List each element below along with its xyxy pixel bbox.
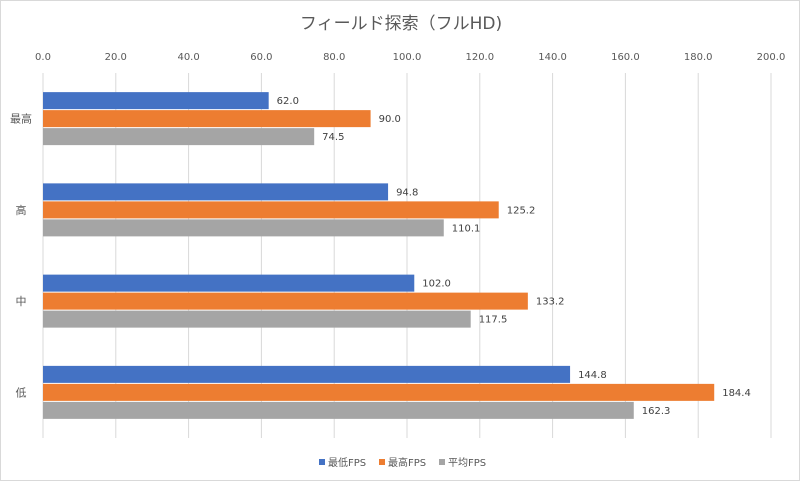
x-tick-label: 140.0 <box>538 52 567 63</box>
bar <box>43 219 444 237</box>
category-label: 最高 <box>10 112 32 126</box>
legend-label: 最高FPS <box>388 456 426 469</box>
data-label: 125.2 <box>507 205 536 216</box>
legend-swatch <box>319 459 325 465</box>
legend-swatch <box>439 459 445 465</box>
data-label: 144.8 <box>578 370 607 381</box>
bar <box>43 310 471 328</box>
bar <box>43 183 389 201</box>
category-label: 中 <box>16 295 27 308</box>
x-tick-label: 120.0 <box>465 52 494 63</box>
data-label: 90.0 <box>379 114 401 125</box>
data-label: 117.5 <box>479 315 508 326</box>
data-label: 110.1 <box>452 223 481 234</box>
bar <box>43 110 371 128</box>
data-label: 184.4 <box>722 388 751 399</box>
x-tick-label: 60.0 <box>250 52 272 63</box>
category-label: 低 <box>16 386 27 399</box>
bar <box>43 401 634 419</box>
data-label: 74.5 <box>322 132 344 143</box>
legend-label: 平均FPS <box>448 457 486 469</box>
bar <box>43 92 269 110</box>
x-tick-label: 200.0 <box>757 52 786 63</box>
bar <box>43 365 571 383</box>
data-label: 162.3 <box>642 406 671 417</box>
x-tick-label: 100.0 <box>393 52 422 63</box>
bar <box>43 201 499 219</box>
legend-swatch <box>379 459 385 465</box>
chart-title: フィールド探索（フルHD) <box>300 14 502 34</box>
x-tick-label: 20.0 <box>105 52 127 63</box>
data-label: 133.2 <box>536 297 565 308</box>
data-label: 62.0 <box>277 96 299 107</box>
x-tick-label: 40.0 <box>177 52 199 63</box>
x-tick-label: 80.0 <box>323 52 345 63</box>
data-label: 102.0 <box>422 279 451 290</box>
category-label: 高 <box>16 203 27 217</box>
bar <box>43 383 715 401</box>
x-tick-label: 180.0 <box>684 52 713 63</box>
legend-label: 最低FPS <box>328 456 366 469</box>
bar <box>43 292 528 310</box>
x-tick-label: 0.0 <box>35 52 51 63</box>
x-tick-label: 160.0 <box>611 52 640 63</box>
data-label: 94.8 <box>396 187 418 198</box>
bar <box>43 128 315 146</box>
bar <box>43 274 415 292</box>
